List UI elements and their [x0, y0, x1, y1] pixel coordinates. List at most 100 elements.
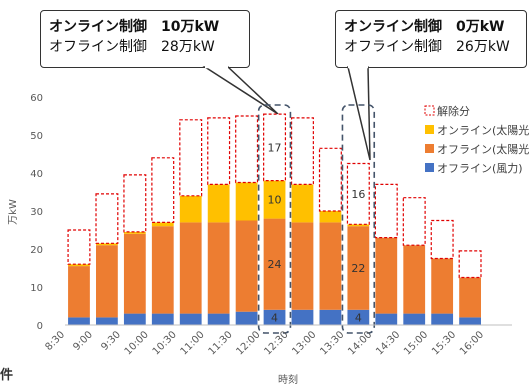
- data-label-3: 17: [268, 141, 282, 154]
- data-label-6: 16: [351, 188, 365, 201]
- y-tick-label-10: 10: [30, 283, 43, 294]
- callout-1330-online: オンライン制御 0万kW: [344, 19, 505, 35]
- legend-swatch-3: [425, 163, 434, 172]
- bar-13-30-series-2: [347, 224, 370, 227]
- bar-11-30-series-2: [235, 182, 258, 221]
- bar-10-30-series-0: [179, 313, 202, 325]
- x-tick-label-11-30: 11:30: [207, 329, 235, 357]
- y-tick-label-0: 0: [37, 321, 43, 332]
- bar-10-30-series-2: [179, 195, 202, 223]
- bar-15-00-series-0: [431, 313, 454, 325]
- bar-11-00-series-3: [207, 117, 231, 186]
- bar-12-00-series-1: [263, 218, 286, 310]
- highlight-box-1: [341, 104, 376, 334]
- bar-9-30-series-3: [123, 174, 147, 233]
- data-label-1: 24: [268, 258, 282, 271]
- bar-15-00-series-1: [431, 258, 454, 314]
- bar-15-30-series-0: [459, 317, 481, 325]
- x-tick-label-15-30: 15:30: [430, 329, 458, 357]
- bar-9-30-series-0: [123, 313, 146, 325]
- bar-14-30-series-0: [403, 313, 426, 325]
- callout-box-1200: オンライン制御 10万kW オフライン制御 28万kW: [40, 10, 250, 68]
- x-axis-label: 時刻: [278, 373, 298, 384]
- callout-1200-offline: オフライン制御 28万kW: [49, 39, 215, 55]
- x-tick-label-14-30: 14:30: [374, 329, 402, 357]
- bar-13-30-series-3: [346, 162, 370, 225]
- bar-8-30-series-0: [68, 317, 90, 325]
- bar-10-30-series-1: [179, 222, 202, 314]
- bar-13-30-series-1: [347, 226, 370, 310]
- legend-label-3: オフライン(風力): [437, 162, 523, 175]
- bar-11-00-series-1: [207, 222, 230, 314]
- y-tick-label-60: 60: [30, 93, 43, 104]
- y-tick-label-50: 50: [30, 131, 43, 142]
- bar-12-30-series-3: [290, 117, 314, 186]
- bar-9-30-series-2: [123, 231, 146, 234]
- bar-14-00-series-3: [374, 183, 398, 239]
- bar-12-30-series-2: [291, 184, 314, 223]
- bar-10-00-series-1: [151, 226, 174, 314]
- bar-10-00-series-2: [151, 222, 174, 227]
- bar-13-00-series-2: [319, 211, 342, 223]
- callout-box-1330: オンライン制御 0万kW オフライン制御 26万kW: [335, 10, 527, 68]
- bar-9-00-series-0: [96, 317, 118, 325]
- bar-15-30-series-3: [458, 250, 482, 279]
- bar-8-30-series-3: [67, 229, 91, 265]
- legend-label-0: 解除分: [437, 104, 470, 118]
- bar-8-30-series-2: [68, 264, 90, 267]
- x-tick-label-16-00: 16:00: [458, 329, 486, 357]
- callout-1330-offline: オフライン制御 26万kW: [344, 39, 510, 55]
- bar-13-00-series-3: [318, 147, 342, 212]
- x-tick-label-15-00: 15:00: [402, 329, 430, 357]
- bar-14-30-series-1: [403, 245, 426, 314]
- bar-14-30-series-3: [402, 197, 426, 246]
- bar-13-00-series-1: [319, 222, 342, 310]
- bar-10-00-series-3: [151, 157, 175, 224]
- bar-15-00-series-3: [430, 219, 454, 260]
- bar-15-30-series-1: [459, 277, 481, 318]
- bar-9-00-series-3: [95, 193, 119, 244]
- bar-12-00-series-3: [263, 113, 287, 182]
- bar-13-00-series-0: [319, 309, 342, 325]
- bar-12-30-series-1: [291, 222, 314, 310]
- legend-label-1: オンライン(太陽光): [437, 123, 530, 137]
- bar-12-30-series-0: [291, 309, 314, 325]
- bar-11-30-series-3: [235, 115, 259, 184]
- data-label-5: 22: [351, 262, 365, 275]
- bar-10-00-series-0: [151, 313, 174, 325]
- x-tick-label-12-00: 12:00: [235, 329, 263, 357]
- y-axis-label: 万kW: [8, 199, 19, 225]
- data-label-0: 4: [271, 311, 278, 324]
- x-tick-label-8-30: 8:30: [43, 329, 67, 353]
- x-tick-label-10-30: 10:30: [151, 329, 179, 357]
- legend-swatch-1: [425, 125, 434, 134]
- bar-11-00-series-2: [207, 184, 230, 223]
- bar-14-00-series-0: [375, 313, 398, 325]
- x-tick-label-13-30: 13:30: [318, 329, 346, 357]
- legend-label-2: オフライン(太陽光): [437, 142, 530, 156]
- highlight-box-0: [257, 104, 292, 334]
- callout-1200-online: オンライン制御 10万kW: [49, 19, 220, 35]
- x-tick-label-11-00: 11:00: [179, 329, 207, 357]
- bar-10-30-series-3: [179, 119, 203, 197]
- callout-pointer-1200: [202, 66, 279, 115]
- x-tick-label-9-30: 9:30: [99, 329, 123, 353]
- bar-8-30-series-1: [68, 266, 90, 318]
- bar-9-00-series-2: [96, 243, 118, 246]
- bar-9-00-series-1: [96, 245, 118, 318]
- bar-11-00-series-0: [207, 313, 230, 325]
- y-tick-label-20: 20: [30, 245, 43, 256]
- legend-swatch-2: [425, 144, 434, 153]
- data-label-4: 4: [355, 311, 362, 324]
- x-tick-label-13-00: 13:00: [290, 329, 318, 357]
- bar-12-00-series-0: [263, 309, 286, 325]
- y-tick-label-40: 40: [30, 169, 43, 180]
- bar-13-30-series-0: [347, 309, 370, 325]
- footer-left-text: 件: [0, 368, 14, 383]
- x-tick-label-9-00: 9:00: [71, 329, 95, 353]
- data-label-2: 10: [268, 194, 282, 207]
- legend-swatch-0: [424, 105, 435, 116]
- callout-pointer-1330: [347, 66, 371, 161]
- bar-11-30-series-1: [235, 220, 258, 312]
